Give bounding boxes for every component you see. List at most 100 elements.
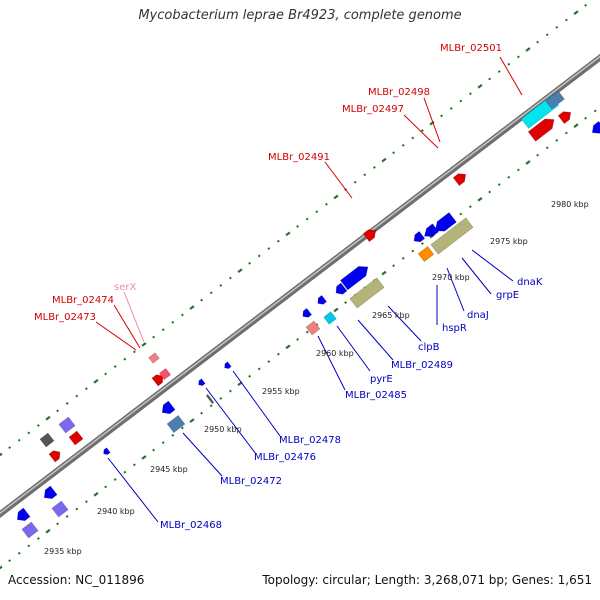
feature-clpb: [340, 266, 369, 291]
tick-mark: [536, 153, 540, 157]
feature-blue-upper: [545, 90, 565, 110]
feature-khaki-1: [430, 217, 474, 255]
tick-mark: [324, 202, 328, 206]
tick-mark: [228, 276, 232, 280]
feature-khaki-2: [349, 277, 385, 309]
tick-mark: [564, 131, 568, 135]
tick-mark: [459, 212, 463, 216]
tick-mark: [392, 151, 396, 155]
leader-mlbr02501: [499, 56, 523, 96]
feature-shape: [424, 223, 440, 237]
tick-mark: [200, 411, 204, 415]
feature-shape: [557, 111, 572, 125]
lower-gene-label: clpB: [418, 342, 440, 353]
leader-dnaj: [446, 267, 465, 312]
tick-mark: [488, 190, 492, 194]
genome-backbone: [0, 53, 600, 518]
feature-shape: [434, 212, 457, 232]
lower-gene-label: pyrE: [370, 374, 393, 385]
feature-shape: [21, 521, 39, 539]
tick-mark: [17, 551, 21, 555]
feature-mlbr02476: [198, 378, 206, 386]
tick-mark: [113, 478, 117, 481]
tick-mark: [161, 441, 165, 445]
leader-serx: [123, 291, 145, 343]
feature-shape: [305, 320, 321, 336]
feature-shape: [430, 217, 474, 255]
tick-mark: [296, 338, 300, 341]
lower-gene-label: grpE: [496, 290, 519, 301]
tick-mark: [56, 409, 60, 413]
tick-mark: [75, 507, 79, 511]
tick-mark: [141, 342, 147, 347]
feature-shape: [198, 378, 206, 386]
tick-mark: [584, 116, 588, 120]
tick-mark: [440, 114, 444, 118]
tick-mark: [132, 350, 136, 354]
feature-pyre: [323, 311, 337, 325]
tick-mark: [381, 270, 387, 276]
tick-mark: [488, 77, 492, 81]
tick-mark: [84, 500, 88, 504]
tick-mark: [180, 313, 184, 317]
tick-mark: [161, 328, 165, 332]
tick-mark: [372, 166, 376, 169]
tick-mark: [497, 183, 501, 187]
tick-mark: [132, 463, 136, 467]
leader-mlbr02497: [403, 114, 439, 149]
tick-mark: [420, 242, 424, 246]
upper-gene-label: MLBr_02498: [368, 87, 430, 98]
tick-mark: [65, 514, 69, 518]
tick-mark: [545, 146, 549, 150]
feature-shape: [417, 245, 435, 263]
tick-mark: [27, 544, 31, 548]
kbp-label: 2955 kbp: [262, 387, 300, 396]
tick-mark: [276, 239, 280, 243]
tick-mark: [123, 357, 127, 361]
tick-mark: [564, 18, 568, 22]
tick-mark: [113, 365, 117, 368]
upper-gene-label: MLBr_02497: [342, 104, 404, 115]
feature-mlbr02468: [103, 447, 111, 455]
tick-mark: [104, 372, 108, 376]
tick-mark: [84, 387, 88, 391]
tick-mark: [93, 378, 99, 384]
tick-mark: [200, 298, 204, 302]
tick-mark: [525, 160, 531, 165]
feature-edge-blue: [591, 120, 600, 134]
feature-red-left: [48, 450, 61, 463]
feature-grpe: [424, 223, 440, 237]
feature-shape: [58, 416, 76, 434]
kbp-label: 2970 kbp: [432, 273, 470, 282]
feature-shape: [323, 311, 337, 325]
lower-gene-label: MLBr_02489: [391, 360, 453, 371]
tick-mark: [36, 537, 40, 540]
tick-mark: [65, 401, 69, 405]
feature-shape: [527, 118, 555, 142]
tick-mark: [8, 559, 12, 563]
tick-mark: [468, 92, 472, 96]
tick-mark: [545, 33, 549, 37]
tick-mark: [285, 344, 291, 350]
tick-mark: [93, 491, 99, 497]
feature-shape: [48, 450, 61, 463]
kbp-label: 2965 kbp: [372, 311, 410, 320]
tick-mark: [75, 394, 79, 398]
tick-mark: [411, 136, 415, 140]
tick-mark: [219, 283, 223, 287]
tick-mark: [381, 157, 387, 163]
feature-blue-left: [43, 485, 58, 500]
feature-small-2: [302, 307, 313, 318]
tick-mark: [477, 197, 483, 202]
tick-mark: [411, 249, 415, 253]
feature-shape: [349, 277, 385, 309]
lower-gene-label: dnaK: [517, 277, 543, 288]
tick-mark: [237, 268, 243, 273]
feature-red-1: [527, 118, 555, 142]
leader-mlbr02478: [232, 370, 281, 437]
feature-shape: [362, 229, 377, 243]
kbp-label: 2935 kbp: [44, 547, 82, 556]
feature-purple-3: [21, 521, 39, 539]
tick-mark: [257, 367, 261, 371]
